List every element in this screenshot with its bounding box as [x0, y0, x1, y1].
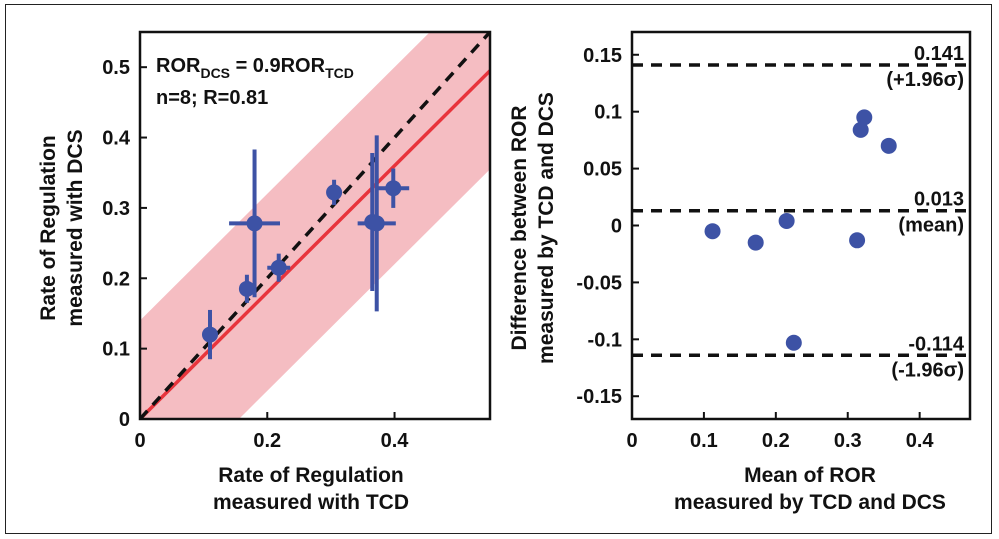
point-marker — [202, 326, 218, 343]
label-background — [894, 68, 966, 91]
x-tick-label: 0.3 — [834, 430, 862, 452]
identity-line — [140, 32, 490, 419]
y-tick-label: 0.15 — [583, 45, 622, 67]
right-ylabel-line2: measured by TCD and DCS — [535, 92, 558, 364]
data-point-7 — [357, 135, 396, 312]
point-marker — [326, 184, 343, 201]
fit-line — [140, 69, 490, 419]
bland-altman-point-1 — [704, 223, 721, 240]
label-background — [900, 43, 966, 64]
data-point-2 — [238, 274, 255, 303]
reference-line-3: -0.114 (-1.96σ) — [632, 333, 970, 381]
y-tick-label: 0.3 — [102, 198, 130, 220]
left-xlabel-line1: Rate of Regulation — [218, 464, 404, 487]
point-marker — [385, 180, 402, 197]
y-tick-label: 0.2 — [102, 268, 130, 290]
right-ylabel-line1: Difference between ROR — [508, 105, 531, 350]
x-tick-label: 0.4 — [906, 430, 935, 452]
bland-altman-point-8 — [880, 137, 897, 154]
y-tick-label: 0.05 — [583, 159, 622, 181]
y-tick-label: -0.15 — [576, 386, 622, 408]
data-point-1 — [202, 309, 218, 360]
y-tick-label: 0.1 — [594, 102, 622, 124]
bland-altman-point-4 — [785, 334, 802, 351]
bland-altman-point-2 — [747, 234, 764, 251]
right-points-layer — [704, 109, 897, 351]
left-panel: 0 0.2 0.4 0 0.1 0.2 0.3 0.4 0.5 RORDCS = 0.9RORT… — [37, 30, 492, 514]
right-ticks: 0 0.1 0.2 0.3 0.4 0.15 0.1 0.05 0 -0.05 -0.1 -0.15 — [576, 45, 934, 452]
x-tick-label: 0.2 — [762, 430, 790, 452]
confidence-band — [140, 32, 490, 419]
figure-frame — [5, 4, 992, 534]
reference-value-label: 0.013 — [914, 189, 964, 211]
right-xlabel-line1: Mean of ROR — [744, 464, 876, 487]
bland-altman-point-6 — [852, 121, 869, 138]
bland-altman-point-5 — [849, 232, 866, 249]
y-tick-label: 0 — [611, 216, 622, 238]
left-axes-box — [138, 30, 492, 421]
left-ticks: 0 0.2 0.4 0 0.1 0.2 0.3 0.4 0.5 — [102, 57, 409, 452]
right-xlabel-line2: measured by TCD and DCS — [674, 491, 946, 514]
point-marker — [270, 259, 287, 276]
data-point-8 — [377, 168, 410, 208]
left-points-layer — [202, 135, 410, 360]
left-ylabel-line2: measured with DCS — [64, 129, 87, 326]
confidence-band-layer — [140, 32, 490, 419]
left-xlabel-line2: measured with TCD — [213, 491, 409, 514]
point-marker — [238, 280, 255, 297]
reference-value-label: -0.114 — [908, 333, 964, 355]
data-point-5 — [326, 179, 343, 206]
label-background — [900, 333, 966, 354]
data-point-3 — [229, 149, 280, 298]
reference-line-1: 0.141 (+1.96σ) — [632, 43, 970, 91]
reference-desc-label: (-1.96σ) — [891, 359, 964, 381]
y-tick-label: 0.4 — [102, 128, 131, 150]
x-tick-label: 0.4 — [381, 430, 410, 452]
reference-desc-label: (+1.96σ) — [886, 69, 964, 91]
x-tick-label: 0.2 — [253, 430, 281, 452]
left-ylabel-line1: Rate of Regulation — [37, 135, 60, 321]
bland-altman-point-7 — [856, 109, 873, 126]
right-panel: 0.141 (+1.96σ) 0.013 (mean) -0.114 (-1.96σ) 0… — [508, 30, 972, 514]
reference-line-2: 0.013 (mean) — [632, 188, 970, 237]
y-tick-label: 0.5 — [102, 57, 130, 79]
y-tick-label: 0 — [119, 409, 130, 431]
bland-altman-point-3 — [778, 212, 795, 229]
reference-value-label: 0.141 — [914, 43, 964, 65]
x-tick-label: 0 — [626, 430, 637, 452]
label-background — [900, 188, 966, 209]
data-point-4 — [267, 253, 291, 282]
label-background — [894, 213, 966, 236]
point-marker — [246, 215, 263, 232]
y-tick-label: -0.1 — [588, 329, 622, 351]
x-tick-label: 0 — [134, 430, 145, 452]
regression-lines-layer — [140, 32, 490, 419]
y-tick-label: -0.05 — [576, 272, 622, 294]
regression-stats: n=8; R=0.81 — [156, 87, 268, 109]
label-background — [894, 358, 966, 381]
y-tick-label: 0.1 — [102, 339, 130, 361]
reference-lines-layer: 0.141 (+1.96σ) 0.013 (mean) -0.114 (-1.96σ) — [632, 43, 970, 381]
reference-desc-label: (mean) — [898, 215, 964, 237]
x-tick-label: 0.1 — [690, 430, 718, 452]
regression-equation: RORDCS = 0.9RORTCD — [156, 55, 354, 81]
point-marker — [368, 215, 385, 232]
